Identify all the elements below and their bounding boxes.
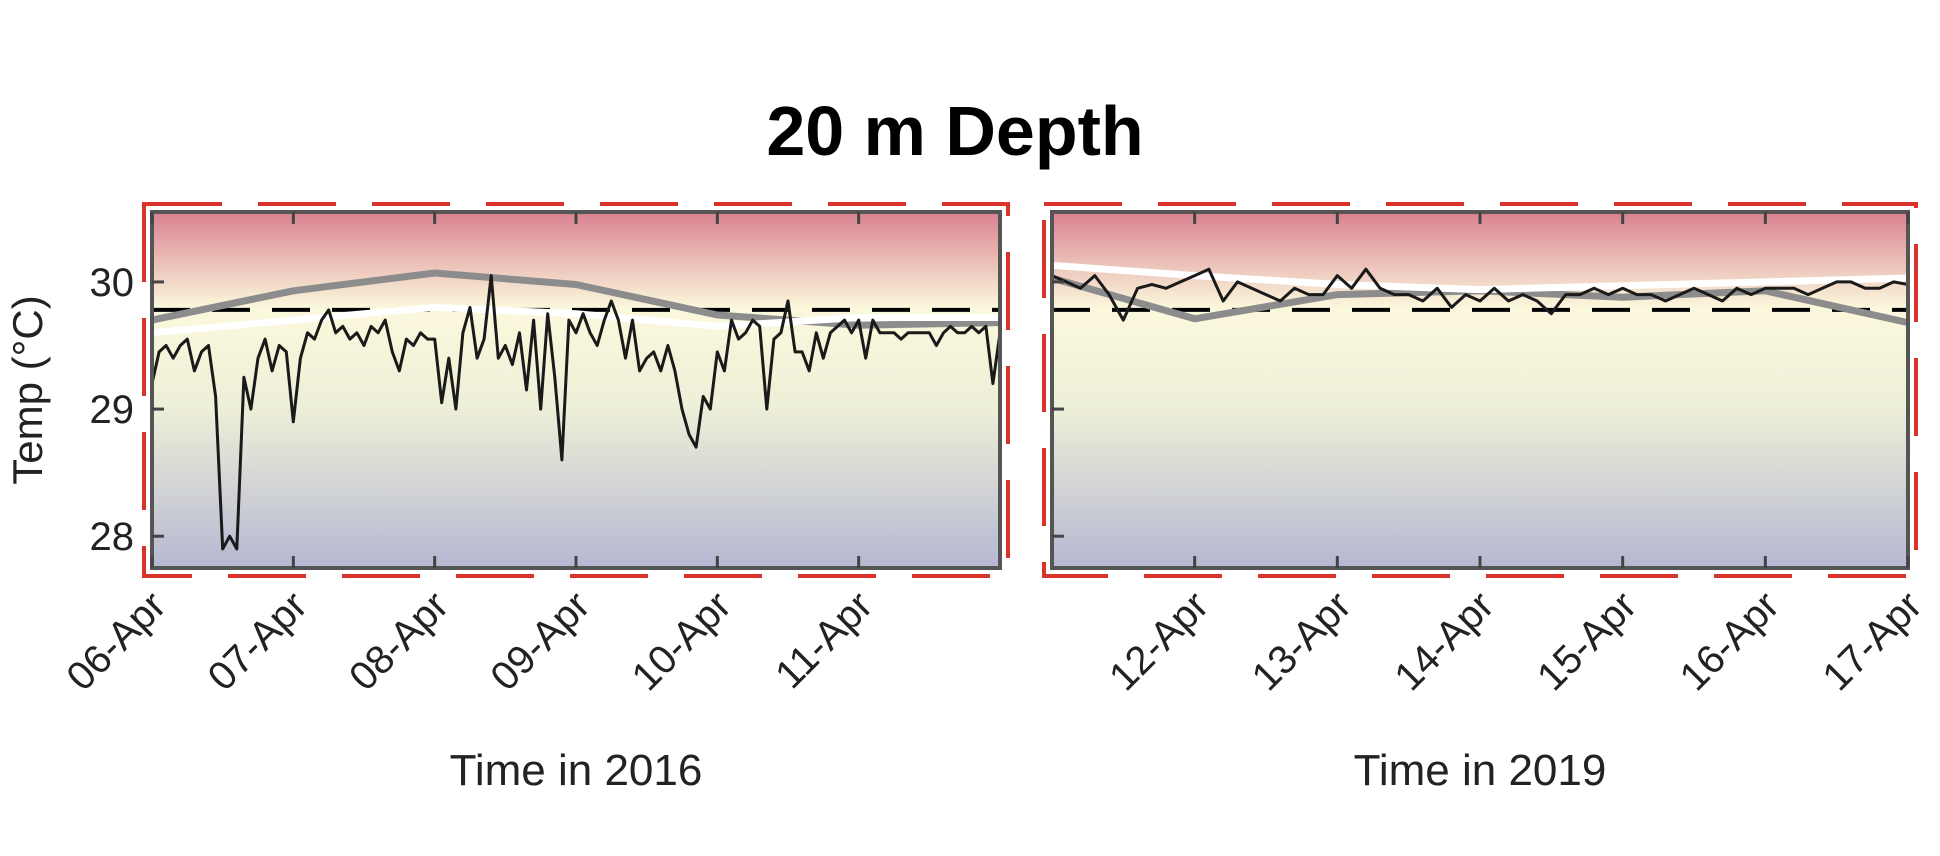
x-tick-label: 13-Apr — [1244, 583, 1360, 699]
chart-title: 20 m Depth — [766, 92, 1143, 170]
x-tick-label: 10-Apr — [624, 583, 740, 699]
x-axis-label: Time in 2019 — [1354, 746, 1607, 795]
panel-1: 28 29 30 06-Apr 07-Apr 08-Apr 09-Apr 10-Apr 11-A… — [58, 202, 1010, 795]
x-axis-label: Time in 2016 — [450, 746, 703, 795]
x-tick-label: 12-Apr — [1101, 583, 1217, 699]
panels-group: 28 29 30 06-Apr 07-Apr 08-Apr 09-Apr 10-Apr 11-A… — [58, 202, 1930, 795]
x-tick-label: 17-Apr — [1814, 583, 1930, 699]
red-dashed-frame — [1042, 202, 1918, 578]
y-axis-label: Temp (°C) — [4, 295, 51, 484]
x-tick-label: 11-Apr — [767, 583, 881, 697]
panel-2: 12-Apr 13-Apr 14-Apr 15-Apr 16-Apr 17-Apr Time… — [1042, 202, 1930, 795]
x-tick-label: 16-Apr — [1672, 583, 1788, 699]
x-tick-label: 14-Apr — [1386, 583, 1502, 699]
x-tick-label: 08-Apr — [341, 583, 457, 699]
x-tick-label: 09-Apr — [482, 583, 598, 699]
red-dashed-frame — [142, 202, 1010, 578]
panel-background — [1052, 212, 1908, 568]
observed-temperature-line — [152, 274, 1000, 551]
x-tick-label: 07-Apr — [200, 583, 316, 699]
observed-temperature-line — [1052, 267, 1908, 322]
y-tick-label: 29 — [90, 388, 135, 432]
white-series-line — [152, 303, 1000, 337]
x-tick-label: 06-Apr — [58, 583, 174, 699]
x-tick-label: 15-Apr — [1529, 583, 1645, 699]
y-tick-label: 30 — [90, 261, 135, 305]
y-tick-label: 28 — [90, 515, 135, 559]
panel-background — [152, 212, 1000, 568]
